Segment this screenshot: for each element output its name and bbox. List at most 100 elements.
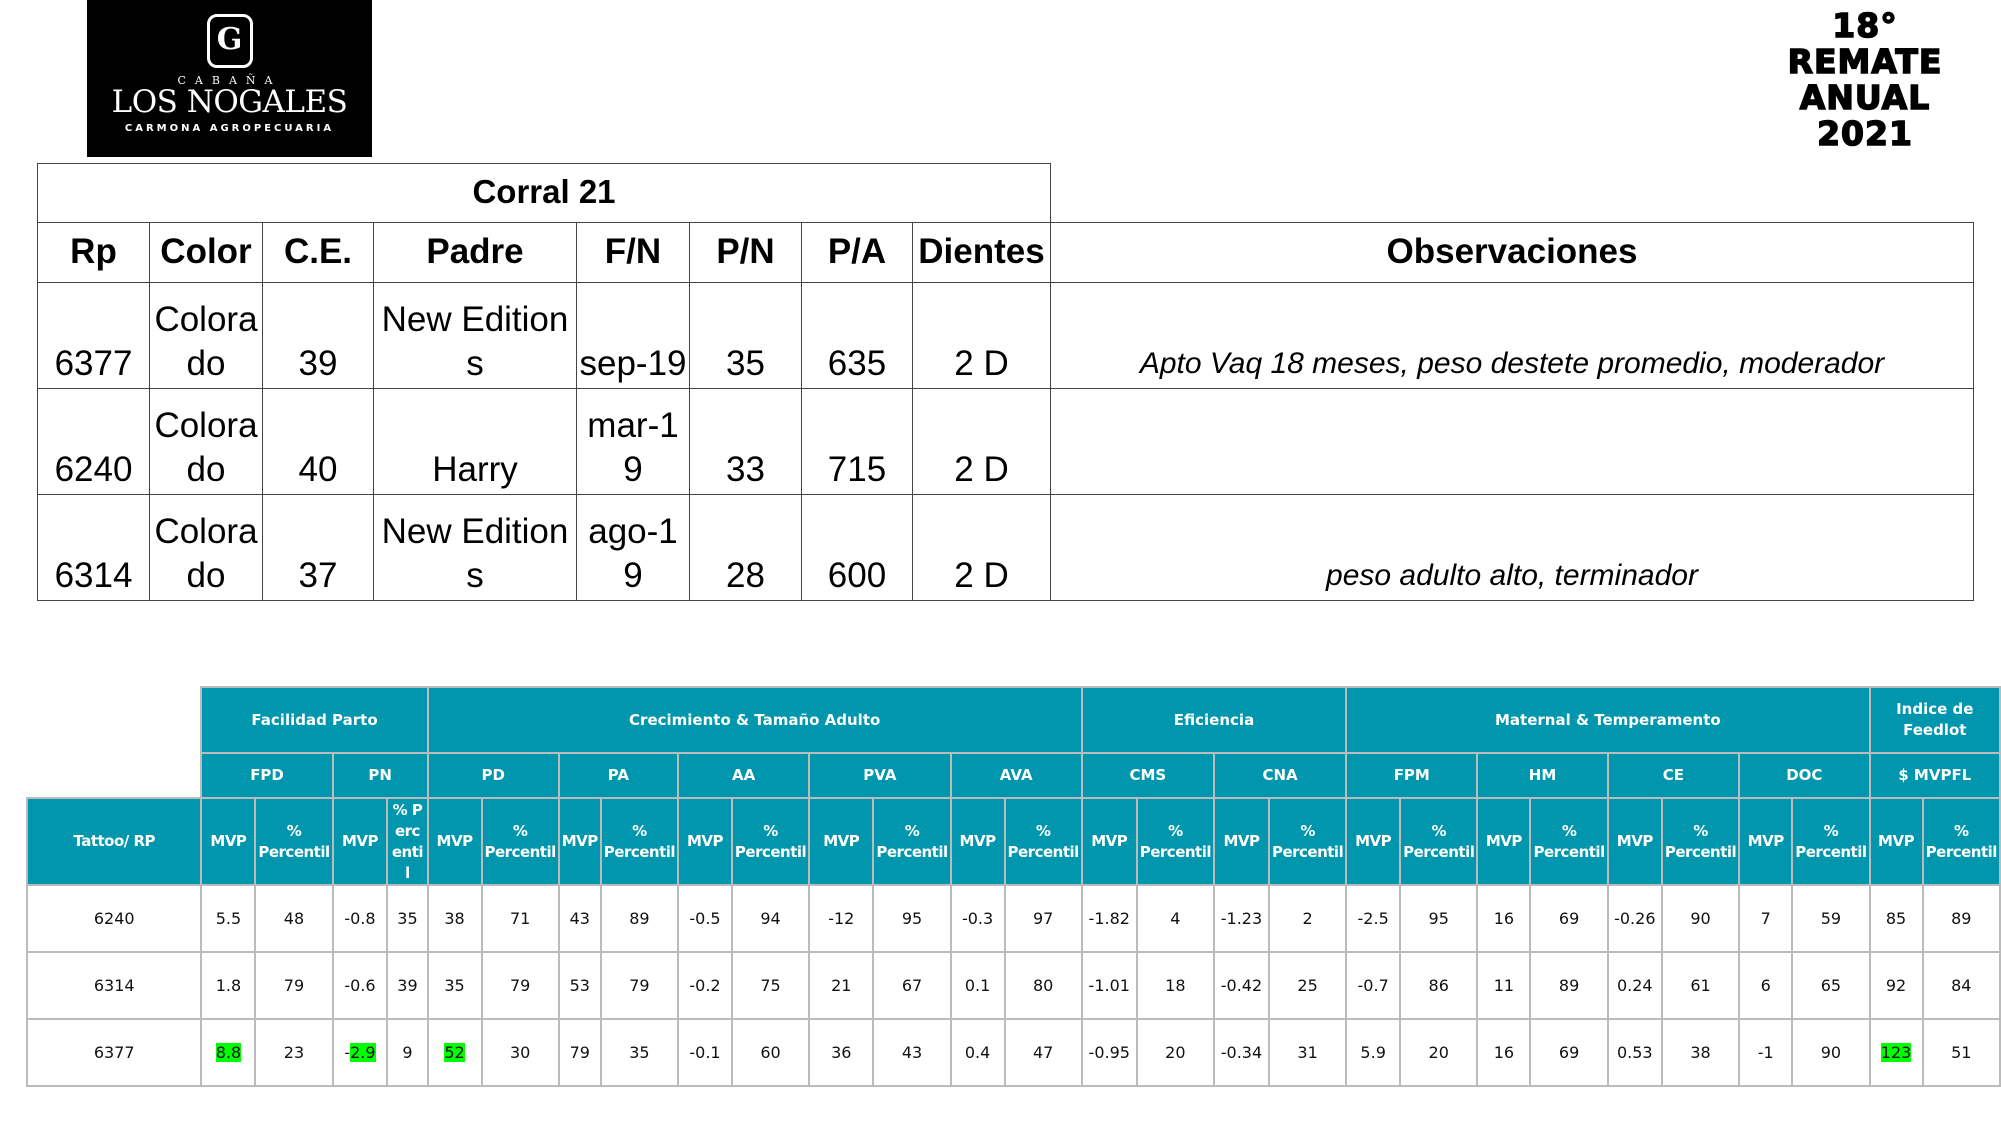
cell-value: 90 bbox=[1820, 1043, 1842, 1062]
column-header: MVP bbox=[1606, 797, 1663, 886]
cell-value: 20 bbox=[1428, 1043, 1449, 1062]
cell-value: -1.01 bbox=[1088, 976, 1130, 995]
cell-value: 69 bbox=[1558, 1043, 1580, 1062]
table-cell: 97 bbox=[1003, 884, 1083, 953]
table-cell: -1.01 bbox=[1080, 951, 1138, 1020]
table-cell: 80 bbox=[1003, 951, 1083, 1020]
column-header: MVP bbox=[1080, 797, 1138, 886]
table-cell: 0.53 bbox=[1606, 1018, 1663, 1087]
table-cell: 90 bbox=[1660, 884, 1741, 953]
cell-value: 16 bbox=[1493, 909, 1515, 928]
table-cell: -0.95 bbox=[1080, 1018, 1138, 1087]
trait-header: AVA bbox=[949, 752, 1083, 799]
table-cell: 60 bbox=[730, 1018, 811, 1087]
table-cell: -0.8 bbox=[331, 884, 389, 953]
table-cell: 59 bbox=[1791, 884, 1871, 953]
table-cell: 79 bbox=[480, 951, 560, 1020]
trait-header: FPM bbox=[1345, 752, 1479, 799]
table-cell: 25 bbox=[1267, 951, 1348, 1020]
cell-value: 2 bbox=[1302, 909, 1313, 928]
cell-value: 97 bbox=[1032, 909, 1054, 928]
cell-value: 7 bbox=[1760, 909, 1771, 928]
table-cell: 90 bbox=[1791, 1018, 1871, 1087]
table-cell: 75 bbox=[730, 951, 811, 1020]
table-cell: 35 bbox=[426, 951, 483, 1020]
column-header: MVP bbox=[949, 797, 1006, 886]
table-cell: -12 bbox=[808, 884, 875, 953]
table-cell: 6240 bbox=[37, 388, 150, 495]
cell-value: -0.95 bbox=[1088, 1043, 1130, 1062]
table-cell: Apto Vaq 18 meses, peso destete promedio… bbox=[1050, 282, 1974, 389]
table-cell: 2 D bbox=[912, 494, 1051, 601]
table-cell: -1 bbox=[1738, 1018, 1794, 1087]
table-row: 6377 8.8 23 -2.9 9 52 30 79 35 -0.1 60 36 43 0.4 47 -0.… bbox=[25, 1018, 2001, 1087]
group-header: Facilidad Parto bbox=[200, 686, 429, 754]
tattoo-cell: 6240 bbox=[25, 884, 203, 953]
trait-header: HM bbox=[1476, 752, 1609, 799]
id-header: Tattoo/ RP bbox=[25, 797, 203, 886]
column-header: Padre bbox=[373, 222, 577, 283]
table-cell: 86 bbox=[1399, 951, 1479, 1020]
table-cell: -0.7 bbox=[1345, 951, 1402, 1020]
table-cell: -0.1 bbox=[677, 1018, 733, 1087]
trait-header: CE bbox=[1606, 752, 1741, 799]
table-cell: Colorado bbox=[149, 494, 263, 601]
table-cell: 52 bbox=[426, 1018, 483, 1087]
cell-value: 79 bbox=[569, 1043, 590, 1062]
trait-header: PVA bbox=[808, 752, 952, 799]
cell-value: 4 bbox=[1170, 909, 1181, 928]
table-row: 6240 Colorado 40 Harry mar-19 33 715 2 D bbox=[37, 388, 1974, 495]
brand-logo: G CABAÑA LOS NOGALES CARMONA AGROPECUARI… bbox=[87, 0, 372, 157]
table-cell: 6377 bbox=[37, 282, 150, 389]
column-header: % Percentil bbox=[386, 797, 429, 886]
table-cell: 5.5 bbox=[200, 884, 257, 953]
column-header: P/A bbox=[801, 222, 913, 283]
lot-title-row: Corral 21 bbox=[37, 163, 1974, 223]
table-cell: 4 bbox=[1135, 884, 1215, 953]
column-header: % Percentil bbox=[1660, 797, 1741, 886]
table-cell: 30 bbox=[480, 1018, 560, 1087]
table-cell: Harry bbox=[373, 388, 577, 495]
cell-value: - bbox=[344, 1043, 351, 1062]
brand-name: LOS NOGALES bbox=[111, 84, 348, 120]
cell-value: -0.6 bbox=[344, 976, 376, 995]
table-cell: 8.8 bbox=[200, 1018, 257, 1087]
table-cell: 23 bbox=[254, 1018, 334, 1087]
cell-value: -0.1 bbox=[689, 1043, 721, 1062]
column-header: % Percentil bbox=[1267, 797, 1348, 886]
event-line: REMATE bbox=[1787, 42, 1943, 81]
table-cell: -0.42 bbox=[1212, 951, 1270, 1020]
column-header: MVP bbox=[1738, 797, 1794, 886]
cell-value: 95 bbox=[901, 909, 923, 928]
table-cell: 635 bbox=[801, 282, 913, 389]
table-cell: 84 bbox=[1921, 951, 2001, 1020]
table-cell: -0.34 bbox=[1212, 1018, 1270, 1087]
cell-value: -0.7 bbox=[1357, 976, 1389, 995]
trait-header-row: FPD PN PD PA AA PVA AVA CMS CNA FPM HM CE DOC $ MVPFL bbox=[27, 752, 2001, 799]
cell-value: 75 bbox=[760, 976, 781, 995]
table-cell: 0.24 bbox=[1606, 951, 1663, 1020]
column-header: MVP bbox=[331, 797, 389, 886]
cell-value: -1 bbox=[1757, 1043, 1774, 1062]
cell-value: 86 bbox=[1428, 976, 1449, 995]
lot-table: Corral 21 Rp Color C.E. Padre F/N P/N P/A Diente… bbox=[37, 163, 1974, 601]
table-cell: sep-19 bbox=[576, 282, 690, 389]
highlighted-value: 123 bbox=[1880, 1043, 1912, 1062]
trait-header: $ MVPFL bbox=[1868, 752, 2001, 799]
cell-value: 43 bbox=[569, 909, 590, 928]
table-cell: 31 bbox=[1267, 1018, 1348, 1087]
table-cell: -0.6 bbox=[331, 951, 389, 1020]
cell-value: -0.3 bbox=[961, 909, 994, 928]
cell-value: 23 bbox=[283, 1043, 305, 1062]
table-cell: 89 bbox=[1921, 884, 2001, 953]
column-header: % Percentil bbox=[1529, 797, 1609, 886]
table-cell: New Editions bbox=[373, 494, 577, 601]
cell-value: 90 bbox=[1690, 909, 1711, 928]
table-cell: 51 bbox=[1921, 1018, 2001, 1087]
table-cell: Colorado bbox=[149, 282, 263, 389]
table-cell: New Editions bbox=[373, 282, 577, 389]
cell-value: 95 bbox=[1428, 909, 1449, 928]
cell-value: -2.5 bbox=[1357, 909, 1389, 928]
table-cell: 95 bbox=[1399, 884, 1479, 953]
table-cell: -0.3 bbox=[949, 884, 1006, 953]
